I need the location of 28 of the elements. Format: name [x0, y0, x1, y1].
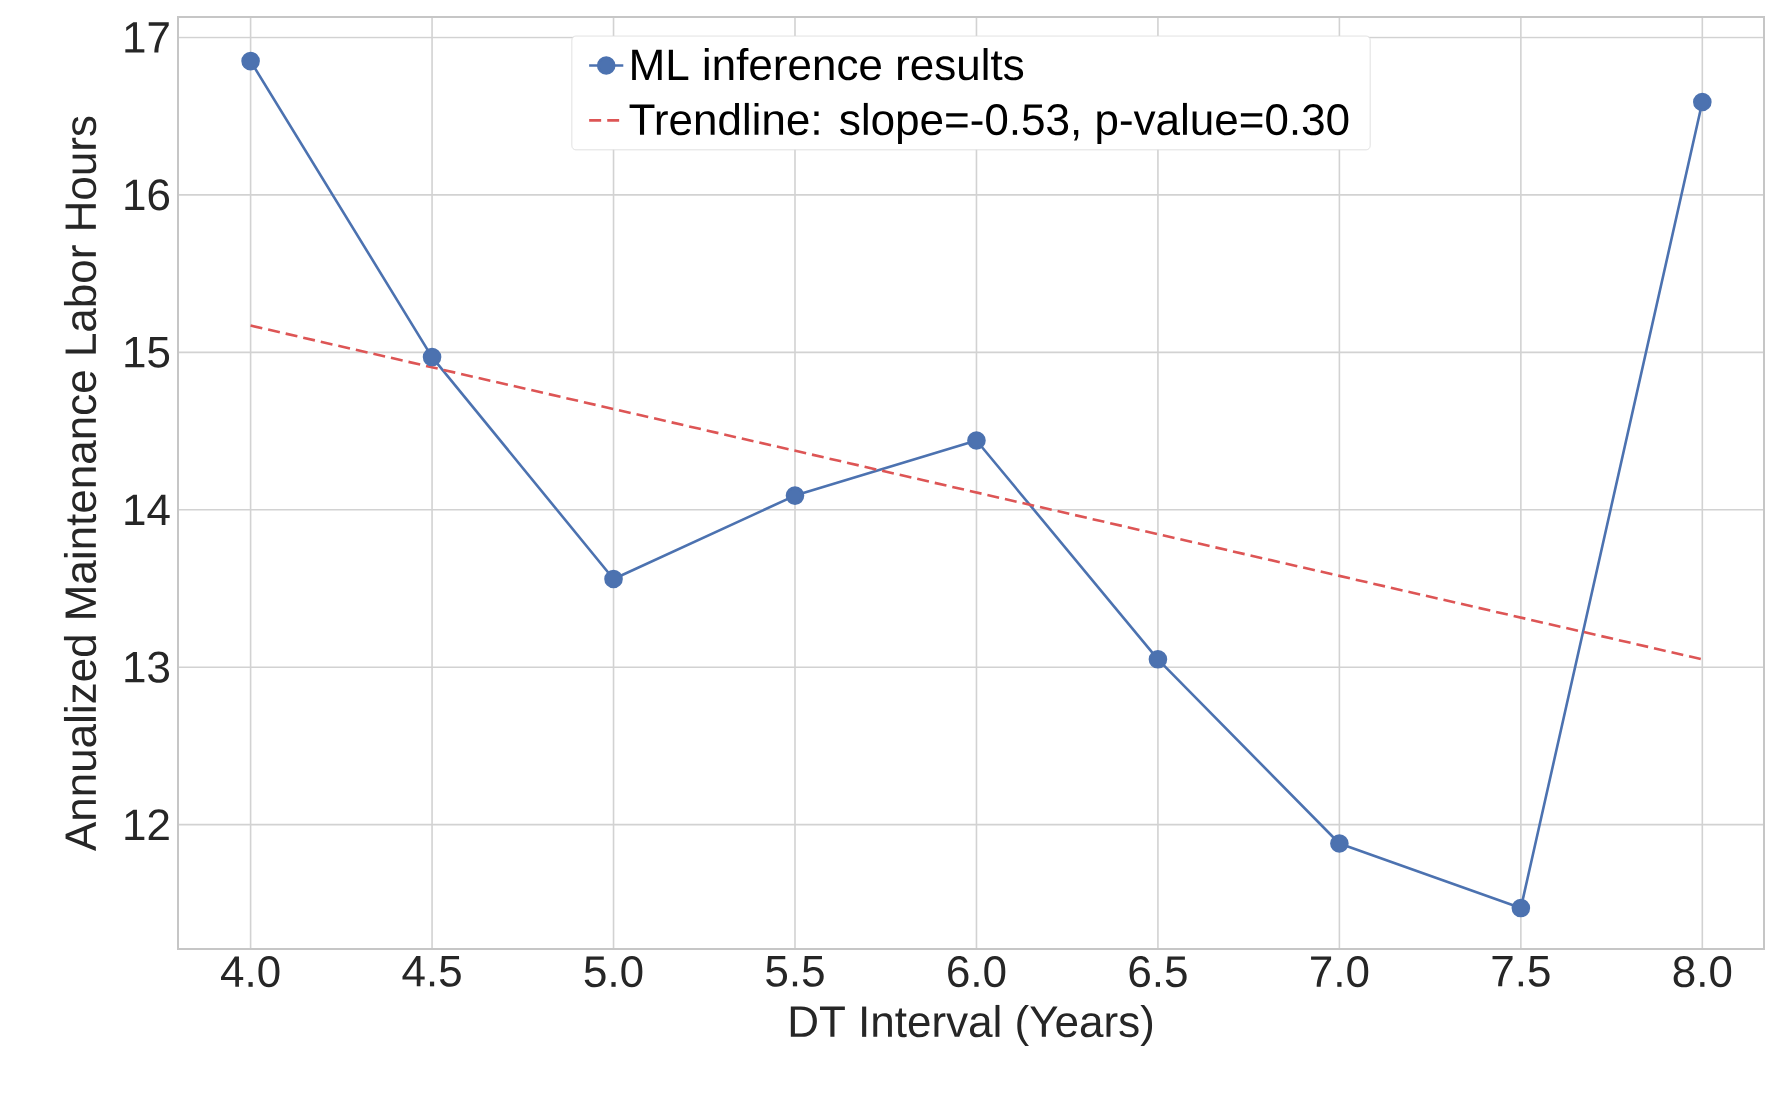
point: [241, 51, 260, 71]
legend-label: Trendline: slope=-0.53, p-value=0.30: [629, 102, 1349, 144]
x-tick-label: 5.5: [766, 956, 824, 987]
point: [1693, 92, 1712, 112]
x-tick-label: 7.5: [1492, 956, 1550, 987]
y-axis-title: Annualized Maintenance Labor Hours: [63, 116, 97, 852]
x-axis-title: DT Interval (Years): [790, 1004, 1153, 1046]
point: [1148, 650, 1168, 669]
y-tick-label: 14: [125, 494, 170, 525]
x-tick-label: 5.0: [584, 956, 643, 988]
x-tick-label: 4.5: [402, 956, 461, 987]
x-tick-label: 4.0: [221, 956, 280, 988]
y-tick-label: 16: [125, 179, 170, 211]
point: [422, 347, 442, 367]
y-tick-label: 15: [125, 336, 170, 368]
point: [604, 569, 623, 589]
x-tick-label: 7.0: [1311, 956, 1369, 988]
x-tick-label: 6.0: [948, 956, 1006, 988]
y-tick-label: 13: [125, 651, 170, 683]
x-tick-label: 6.5: [1129, 956, 1187, 988]
point: [1511, 898, 1531, 918]
point: [785, 486, 805, 505]
y-tick-label: 12: [125, 809, 169, 840]
legend-label: ML inference results: [632, 48, 1024, 81]
y-tick-label: 17: [125, 22, 169, 53]
point: [967, 431, 986, 450]
x-tick-label: 8.0: [1673, 956, 1732, 988]
point: [1330, 834, 1349, 853]
